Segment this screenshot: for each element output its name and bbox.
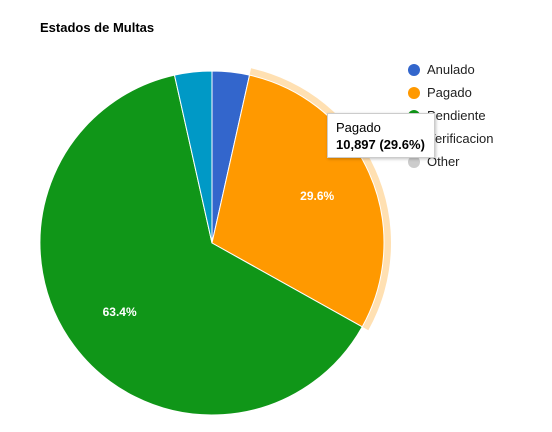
- legend-swatch-pagado: [408, 86, 420, 99]
- legend-label-pagado: Pagado: [427, 85, 472, 100]
- legend-item-anulado[interactable]: Anulado: [408, 58, 493, 81]
- tooltip-name: Pagado: [336, 120, 381, 135]
- slice-pendiente[interactable]: [39, 74, 363, 416]
- legend-label-anulado: Anulado: [427, 62, 475, 77]
- tooltip-value: 10,897 (29.6%): [336, 137, 425, 152]
- legend-label-verificacion: Verificacion: [427, 131, 494, 146]
- tooltip: Pagado 10,897 (29.6%): [327, 113, 435, 158]
- legend-item-pagado[interactable]: Pagado: [408, 81, 493, 104]
- slice-label-pagado: 29.6%: [300, 189, 334, 203]
- legend-item-other[interactable]: Other: [408, 150, 493, 173]
- legend-swatch-anulado: [408, 63, 420, 76]
- slice-verificacion[interactable]: [173, 70, 213, 244]
- chart-title: Estados de Multas: [40, 20, 155, 35]
- legend-swatch-other: [408, 155, 420, 168]
- legend-label-other: Other: [427, 154, 460, 169]
- slice-highlight-pagado: [249, 68, 391, 331]
- legend-label-pendiente: Pendiente: [427, 108, 486, 123]
- slice-label-pendiente: 63.4%: [103, 305, 137, 319]
